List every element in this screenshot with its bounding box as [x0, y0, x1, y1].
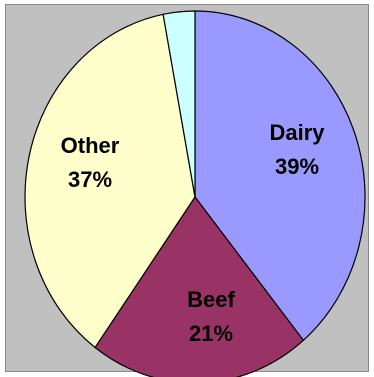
slice-percent-other: 37%: [68, 167, 112, 192]
pie-labels: Dairy 39% Beef 21% Other 37%: [61, 120, 326, 346]
pie-slices: [24, 10, 366, 377]
pie-slice-beef: [94, 196, 304, 377]
slice-percent-beef: 21%: [189, 321, 233, 346]
pie-slice-other: [24, 13, 196, 349]
slice-label-dairy: Dairy: [269, 120, 325, 145]
pie-slice-unlabeled: [162, 10, 196, 198]
pie-slice-dairy: [194, 10, 366, 341]
slice-percent-dairy: 39%: [275, 154, 319, 179]
slice-label-other: Other: [61, 133, 120, 158]
slice-label-beef: Beef: [187, 287, 235, 312]
